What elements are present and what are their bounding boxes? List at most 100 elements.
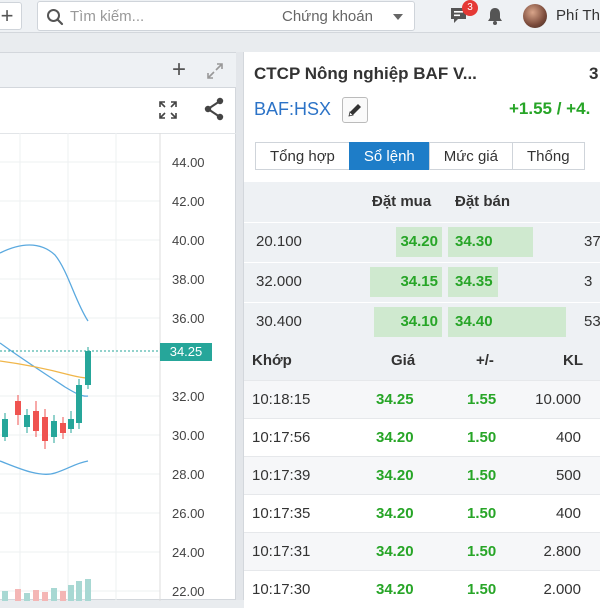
trade-price: 34.20 (376, 505, 414, 522)
chart-toolbar (0, 87, 236, 134)
table-row: 10:17:35 34.20 1.50 400 (244, 494, 600, 532)
trade-change: 1.50 (467, 581, 497, 598)
current-price-tag: 34.25 (160, 343, 212, 361)
notification-badge: 3 (462, 0, 478, 16)
stock-price: 3 (589, 64, 599, 83)
chart-panel: + (0, 52, 236, 601)
y-tick-label: 30.00 (172, 428, 205, 443)
y-tick-label: 32.00 (172, 389, 205, 404)
buy-price: 34.20 (400, 233, 438, 250)
y-tick-label: 22.00 (172, 584, 205, 599)
trade-change: 1.50 (467, 467, 497, 484)
trade-time: 10:17:39 (252, 467, 311, 484)
tab-orderbook[interactable]: Sổ lệnh (348, 142, 430, 170)
table-row: 10:17:39 34.20 1.50 500 (244, 456, 600, 494)
trade-change: 1.55 (467, 391, 497, 408)
trade-time: 10:17:56 (252, 429, 311, 446)
trade-change: 1.50 (467, 429, 497, 446)
y-tick-label: 44.00 (172, 155, 205, 170)
buy-volume: 32.000 (256, 273, 302, 290)
sell-depth-bar (448, 227, 533, 257)
edit-button[interactable] (342, 97, 368, 123)
trade-change: 1.50 (467, 543, 497, 560)
buy-volume: 20.100 (256, 233, 302, 250)
orderbook-row: 30.400 34.10 34.40 53 (244, 302, 600, 342)
trade-price: 34.20 (376, 543, 414, 560)
trade-volume: 400 (555, 429, 581, 446)
price-chart[interactable]: 44.00 42.00 40.00 38.00 36.00 32.00 30.0… (0, 133, 236, 601)
stock-detail-panel: CTCP Nông nghiệp BAF V... 3 BAF:HSX +1.5… (243, 52, 600, 608)
trade-volume: 500 (555, 467, 581, 484)
add-button[interactable]: + (0, 2, 22, 30)
buy-depth-bar (374, 307, 442, 337)
search-icon (47, 9, 64, 26)
sell-depth-bar (448, 267, 498, 297)
orderbook-row: 32.000 34.15 34.35 3 (244, 262, 600, 302)
time-header: Khớp (252, 352, 292, 369)
tab-summary[interactable]: Tổng hợp (255, 142, 350, 170)
chevron-down-icon[interactable] (393, 14, 403, 20)
search-scope-select[interactable]: Chứng khoán (282, 8, 373, 25)
table-row: 10:18:15 34.25 1.55 10.000 (244, 380, 600, 418)
orderbook-header: Đặt mua Đặt bán (244, 182, 600, 222)
y-tick-label: 24.00 (172, 545, 205, 560)
fullscreen-icon[interactable] (157, 99, 179, 121)
trade-volume: 400 (555, 505, 581, 522)
sell-price: 34.35 (455, 273, 493, 290)
search-input[interactable] (70, 2, 270, 30)
y-tick-label: 38.00 (172, 272, 205, 287)
tab-statistics[interactable]: Thống (512, 142, 585, 170)
trade-volume: 10.000 (535, 391, 581, 408)
avatar[interactable] (523, 4, 547, 28)
bell-icon[interactable] (485, 6, 505, 26)
trade-price: 34.20 (376, 467, 414, 484)
sell-price: 34.30 (455, 233, 493, 250)
price-header: Giá (391, 352, 416, 369)
buy-header: Đặt mua (372, 193, 432, 210)
table-row: 10:17:30 34.20 1.50 2.000 (244, 570, 600, 608)
price-change: +1.55 / +4. (509, 99, 591, 118)
trade-volume: 2.800 (543, 543, 581, 560)
sell-price: 34.40 (455, 313, 493, 330)
trade-time: 10:17:31 (252, 543, 311, 560)
stock-name: CTCP Nông nghiệp BAF V... (254, 64, 477, 83)
chart-panel-header: + (0, 53, 236, 88)
sell-depth-bar (448, 307, 566, 337)
y-tick-label: 40.00 (172, 233, 205, 248)
table-row: 10:17:31 34.20 1.50 2.800 (244, 532, 600, 570)
stock-ticker[interactable]: BAF:HSX (254, 99, 332, 119)
trades-header: Khớp Giá +/- KL (244, 342, 600, 380)
trade-price: 34.20 (376, 581, 414, 598)
volume-header: KL (563, 352, 583, 369)
buy-price: 34.15 (400, 273, 438, 290)
pencil-icon (348, 104, 361, 117)
y-tick-label: 26.00 (172, 506, 205, 521)
orderbook-row: 20.100 34.20 34.30 37 (244, 222, 600, 262)
user-name[interactable]: Phí Th (556, 7, 600, 24)
trade-time: 10:18:15 (252, 391, 311, 408)
buy-price: 34.10 (400, 313, 438, 330)
trade-change: 1.50 (467, 505, 497, 522)
detail-tabs: Tổng hợp Sổ lệnh Mức giá Thống (255, 142, 585, 170)
y-tick-label: 28.00 (172, 467, 205, 482)
trade-time: 10:17:30 (252, 581, 311, 598)
tab-price-levels[interactable]: Mức giá (428, 142, 513, 170)
buy-volume: 30.400 (256, 313, 302, 330)
buy-depth-bar (370, 267, 442, 297)
trade-price: 34.25 (376, 391, 414, 408)
trade-price: 34.20 (376, 429, 414, 446)
y-tick-label: 42.00 (172, 194, 205, 209)
change-header: +/- (476, 352, 494, 369)
share-icon[interactable] (203, 97, 225, 121)
expand-icon[interactable] (205, 61, 225, 81)
y-tick-label: 36.00 (172, 311, 205, 326)
panel-divider[interactable] (236, 52, 243, 600)
trade-time: 10:17:35 (252, 505, 311, 522)
table-row: 10:17:56 34.20 1.50 400 (244, 418, 600, 456)
buy-depth-bar (396, 227, 442, 257)
trade-volume: 2.000 (543, 581, 581, 598)
add-icon[interactable]: + (172, 56, 187, 83)
sell-volume: 37 (584, 233, 600, 250)
search-box[interactable]: Chứng khoán (37, 1, 415, 31)
top-bar: + Chứng khoán 3 Phí Th (0, 0, 600, 33)
